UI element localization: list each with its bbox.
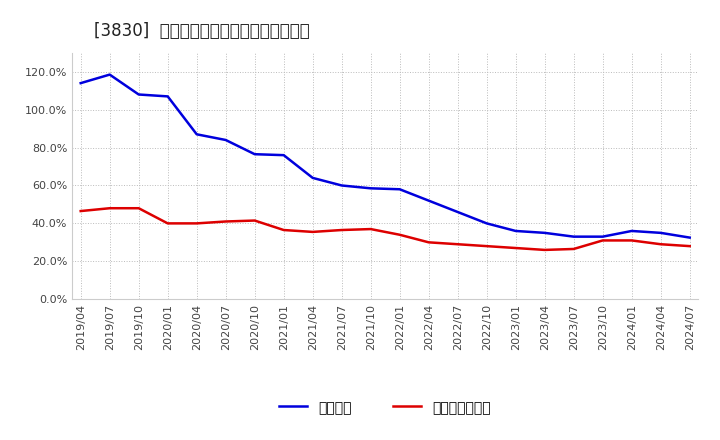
固定比率 — [424, 198, 433, 203]
固定長期適合率 — [135, 205, 143, 211]
Text: [3830]  固定比率、固定長期適合率の推移: [3830] 固定比率、固定長期適合率の推移 — [94, 22, 310, 40]
固定比率 — [657, 230, 665, 235]
固定長期適合率 — [76, 209, 85, 214]
固定比率 — [366, 186, 375, 191]
固定比率 — [541, 230, 549, 235]
固定比率 — [338, 183, 346, 188]
固定比率 — [105, 72, 114, 77]
固定長期適合率 — [454, 242, 462, 247]
固定比率 — [163, 94, 172, 99]
固定長期適合率 — [163, 221, 172, 226]
固定長期適合率 — [482, 243, 491, 249]
固定長期適合率 — [366, 227, 375, 232]
固定比率 — [395, 187, 404, 192]
固定比率 — [598, 234, 607, 239]
固定長期適合率 — [570, 246, 578, 252]
固定長期適合率 — [657, 242, 665, 247]
固定長期適合率 — [279, 227, 288, 233]
固定長期適合率 — [105, 205, 114, 211]
固定比率 — [685, 235, 694, 240]
固定比率 — [570, 234, 578, 239]
固定長期適合率 — [627, 238, 636, 243]
固定長期適合率 — [511, 246, 520, 251]
固定比率 — [76, 81, 85, 86]
固定長期適合率 — [192, 221, 201, 226]
固定比率 — [135, 92, 143, 97]
固定比率 — [627, 228, 636, 234]
固定比率 — [482, 221, 491, 226]
固定長期適合率 — [424, 240, 433, 245]
固定比率 — [308, 175, 317, 180]
固定長期適合率 — [685, 243, 694, 249]
固定比率 — [221, 137, 230, 143]
Legend: 固定比率, 固定長期適合率: 固定比率, 固定長期適合率 — [274, 395, 497, 420]
固定長期適合率 — [598, 238, 607, 243]
Line: 固定長期適合率: 固定長期適合率 — [81, 208, 690, 250]
固定比率 — [454, 209, 462, 215]
固定長期適合率 — [541, 247, 549, 253]
固定長期適合率 — [395, 232, 404, 238]
固定長期適合率 — [308, 229, 317, 235]
固定長期適合率 — [251, 218, 259, 223]
固定長期適合率 — [221, 219, 230, 224]
固定比率 — [192, 132, 201, 137]
固定比率 — [279, 153, 288, 158]
固定比率 — [511, 228, 520, 234]
固定長期適合率 — [338, 227, 346, 233]
Line: 固定比率: 固定比率 — [81, 75, 690, 238]
固定比率 — [251, 151, 259, 157]
